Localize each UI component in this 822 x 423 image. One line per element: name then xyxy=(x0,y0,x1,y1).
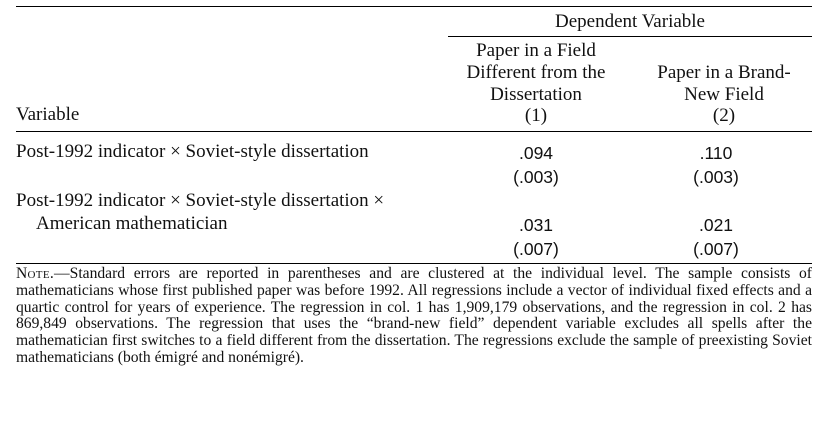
row-2-col-1-coefficient: .031 xyxy=(518,215,554,235)
note-label: Note. xyxy=(16,265,55,282)
row-1-label: Post-1992 indicator × Soviet-style disse… xyxy=(16,141,369,162)
column-1-header-line-1: Paper in a Field xyxy=(476,40,596,61)
row-2-label-line-1: Post-1992 indicator × Soviet-style disse… xyxy=(16,190,385,211)
table-note: Note.—Standard errors are reported in pa… xyxy=(16,265,812,367)
column-2-header-line-1: Paper in a Brand- xyxy=(657,62,791,83)
column-1-header-line-3: Dissertation xyxy=(490,84,582,105)
row-2-col-1-std-error: (.007) xyxy=(513,239,559,259)
column-2-number: (2) xyxy=(712,105,736,126)
dependent-variable-header: Dependent Variable xyxy=(554,11,705,32)
row-1-col-1-std-error: (.003) xyxy=(513,167,559,187)
column-1-number: (1) xyxy=(524,105,548,126)
variable-header: Variable xyxy=(16,104,80,125)
note-dash: — xyxy=(54,265,70,282)
row-1-col-1-coefficient: .094 xyxy=(518,143,554,163)
note-text: Standard errors are reported in parenthe… xyxy=(16,265,812,366)
row-1-col-2-coefficient: .110 xyxy=(699,143,733,163)
row-2-col-2-std-error: (.007) xyxy=(693,239,739,259)
row-2-label-line-2: American mathematician xyxy=(36,213,228,234)
spanner-rule xyxy=(448,36,812,37)
row-1-col-2-std-error: (.003) xyxy=(693,167,739,187)
column-2-header-line-2: New Field xyxy=(684,84,764,105)
table-top-rule xyxy=(16,6,812,7)
column-1-header-line-2: Different from the xyxy=(466,62,606,83)
table-bottom-rule xyxy=(16,263,812,264)
header-bottom-rule xyxy=(16,131,812,132)
row-2-col-2-coefficient: .021 xyxy=(698,215,734,235)
